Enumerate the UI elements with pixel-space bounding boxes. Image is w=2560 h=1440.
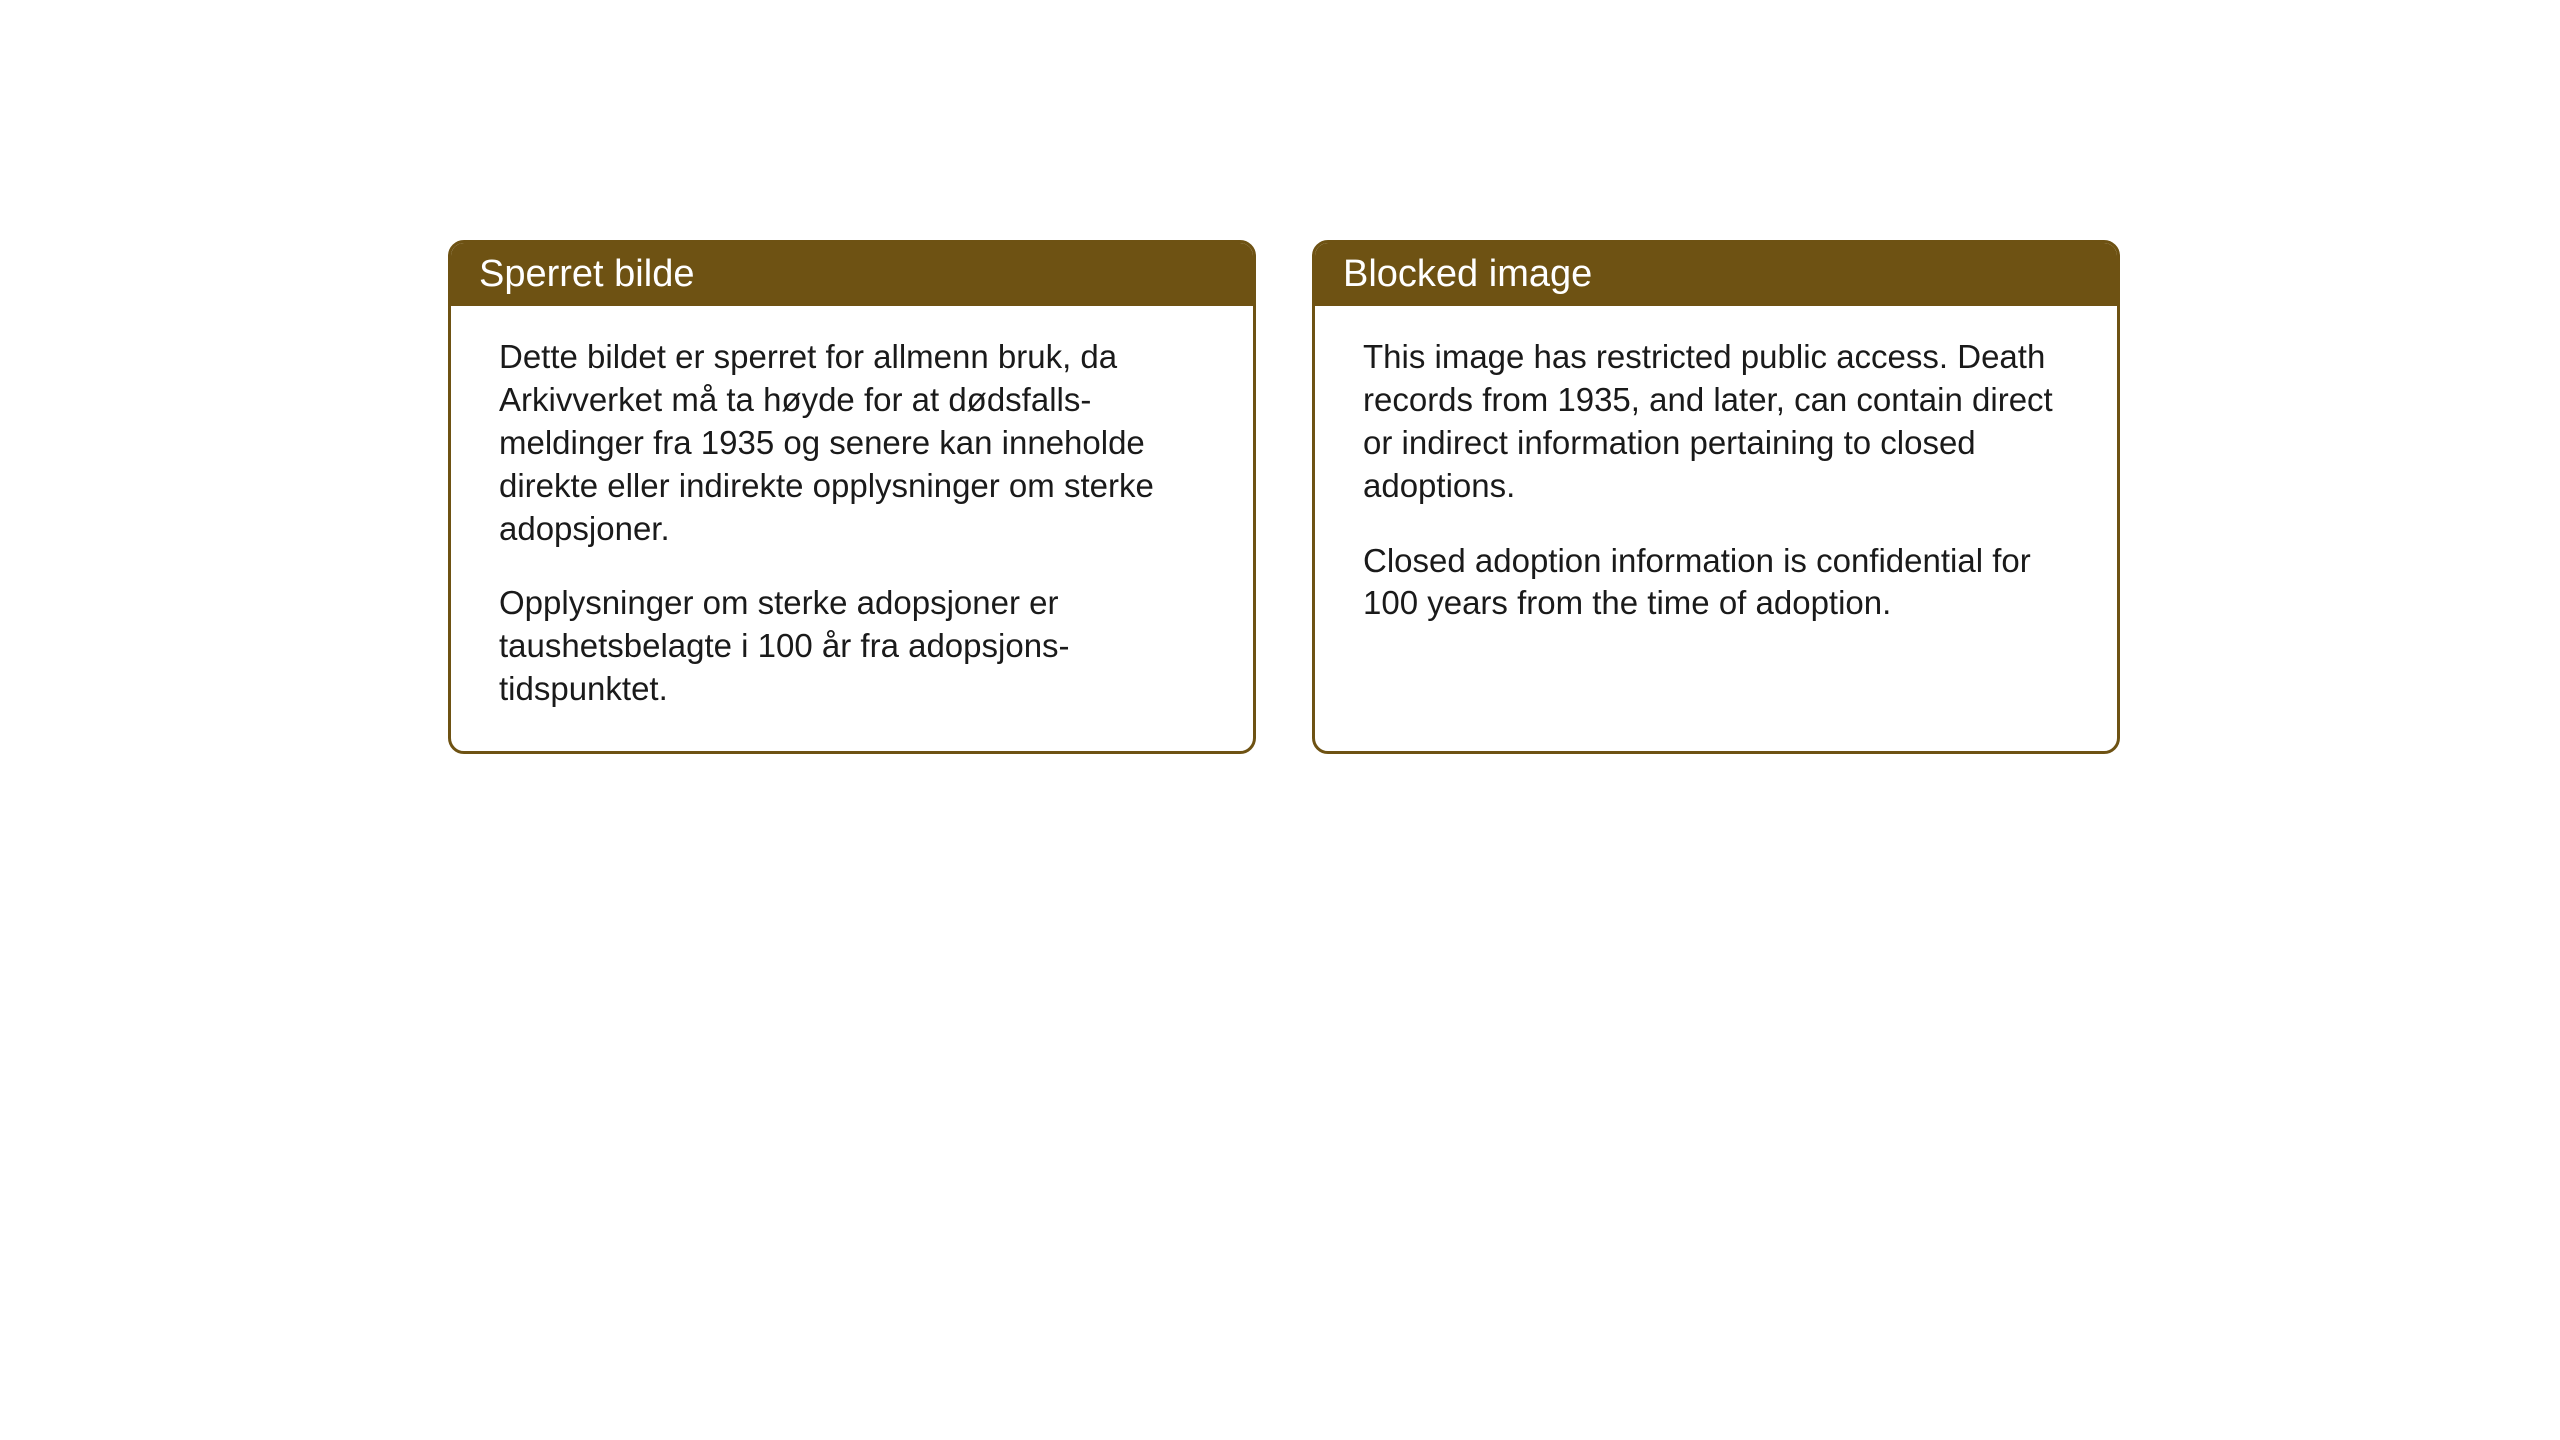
card-body-english: This image has restricted public access.…: [1315, 306, 2117, 736]
paragraph-norwegian-1: Dette bildet er sperret for allmenn bruk…: [499, 336, 1205, 550]
paragraph-norwegian-2: Opplysninger om sterke adopsjoner er tau…: [499, 582, 1205, 711]
paragraph-english-1: This image has restricted public access.…: [1363, 336, 2069, 508]
notice-container: Sperret bilde Dette bildet er sperret fo…: [0, 0, 2560, 754]
notice-card-english: Blocked image This image has restricted …: [1312, 240, 2120, 754]
card-body-norwegian: Dette bildet er sperret for allmenn bruk…: [451, 306, 1253, 751]
card-header-english: Blocked image: [1315, 243, 2117, 306]
paragraph-english-2: Closed adoption information is confident…: [1363, 540, 2069, 626]
card-header-norwegian: Sperret bilde: [451, 243, 1253, 306]
notice-card-norwegian: Sperret bilde Dette bildet er sperret fo…: [448, 240, 1256, 754]
